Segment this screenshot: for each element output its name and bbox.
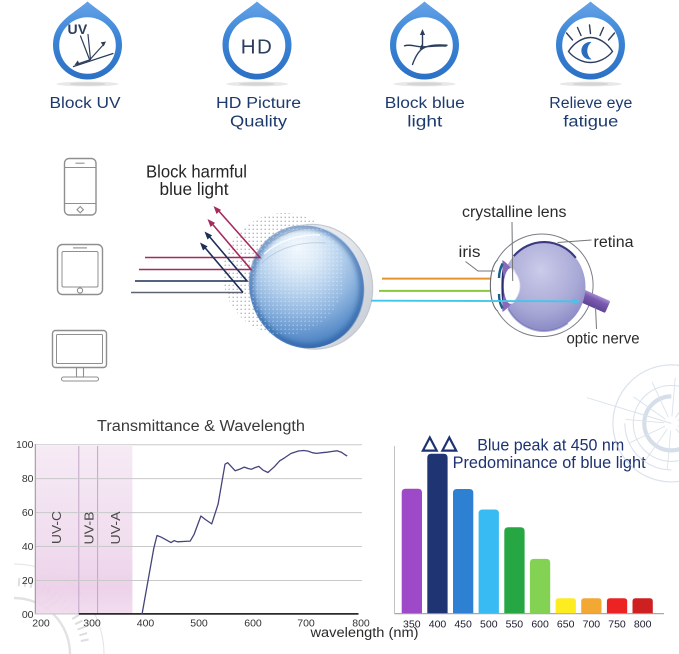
svg-text:300: 300	[83, 618, 101, 630]
svg-text:Transmittance & Wavelength: Transmittance & Wavelength	[97, 418, 305, 435]
svg-text:UV: UV	[67, 21, 87, 37]
svg-text:Blue peak at 450 nm: Blue peak at 450 nm	[477, 436, 624, 455]
svg-text:750: 750	[608, 618, 626, 630]
svg-text:800: 800	[634, 618, 652, 630]
svg-text:20: 20	[22, 575, 34, 587]
svg-text:200: 200	[32, 618, 50, 630]
svg-text:80: 80	[22, 473, 34, 485]
svg-text:100: 100	[16, 439, 34, 451]
svg-text:HD: HD	[241, 36, 274, 59]
svg-text:Block blue: Block blue	[385, 95, 465, 112]
svg-text:700: 700	[297, 618, 315, 630]
svg-text:500: 500	[190, 618, 208, 630]
svg-text:UV-C: UV-C	[49, 511, 64, 544]
svg-text:550: 550	[506, 618, 524, 630]
svg-text:iris: iris	[459, 244, 481, 261]
svg-text:crystalline lens: crystalline lens	[462, 204, 567, 221]
svg-text:optic nerve: optic nerve	[567, 331, 640, 348]
svg-text:Block UV: Block UV	[50, 95, 122, 112]
svg-text:700: 700	[583, 618, 601, 630]
svg-text:Relieve eye: Relieve eye	[549, 95, 632, 112]
svg-text:650: 650	[557, 618, 575, 630]
svg-text:400: 400	[429, 618, 447, 630]
svg-text:600: 600	[531, 618, 549, 630]
svg-text:450: 450	[454, 618, 472, 630]
svg-text:UV-B: UV-B	[81, 512, 96, 545]
svg-text:Predominance of blue light: Predominance of blue light	[453, 453, 646, 472]
svg-text:light: light	[407, 114, 443, 131]
svg-text:HD Picture: HD Picture	[216, 95, 301, 112]
svg-text:800: 800	[352, 618, 370, 630]
svg-text:wavelength (nm): wavelength (nm)	[309, 625, 418, 640]
svg-text:350: 350	[403, 618, 421, 630]
svg-text:60: 60	[22, 507, 34, 519]
svg-text:00: 00	[22, 609, 34, 621]
svg-text:retina: retina	[594, 234, 634, 251]
svg-text:600: 600	[244, 618, 262, 630]
svg-text:500: 500	[480, 618, 498, 630]
svg-text:fatigue: fatigue	[563, 114, 618, 131]
svg-text:Quality: Quality	[230, 114, 287, 131]
svg-text:40: 40	[22, 541, 34, 553]
svg-text:400: 400	[137, 618, 155, 630]
svg-text:blue light: blue light	[160, 179, 229, 199]
svg-text:UV-A: UV-A	[108, 511, 123, 544]
svg-text:Block harmful: Block harmful	[146, 162, 247, 182]
